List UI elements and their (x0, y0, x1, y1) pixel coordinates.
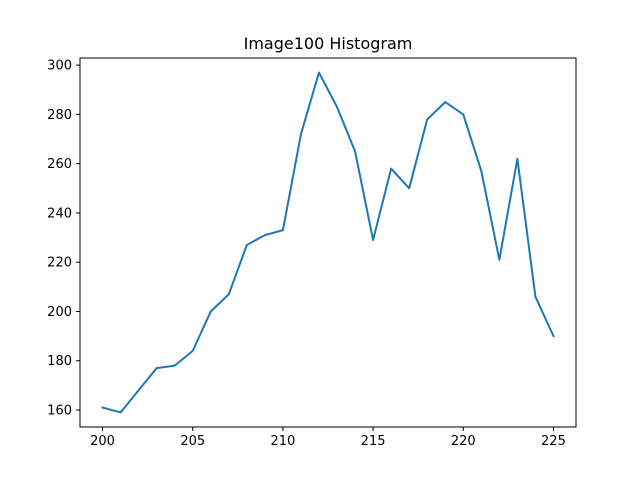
y-tick-label: 180 (47, 354, 72, 369)
plot-frame (79, 57, 577, 428)
chart-title: Image100 Histogram (244, 34, 413, 53)
x-tick-label: 215 (361, 434, 386, 449)
y-tick-label: 200 (47, 305, 72, 320)
y-tick-label: 240 (47, 206, 72, 221)
x-tick-label: 220 (451, 434, 476, 449)
x-tick-label: 205 (180, 434, 205, 449)
series-line (101, 71, 555, 414)
y-tick-label: 260 (47, 157, 72, 172)
y-axis-ticks: 160 180 200 220 240 260 280 300 (47, 59, 80, 419)
y-tick-label: 280 (47, 108, 72, 123)
y-tick-label: 220 (47, 256, 72, 271)
x-tick-label: 200 (90, 434, 115, 449)
y-tick-label: 160 (47, 404, 72, 419)
y-tick-label: 300 (47, 59, 72, 74)
x-tick-label: 210 (270, 434, 295, 449)
x-axis-ticks: 200 205 210 215 220 225 (90, 427, 566, 449)
x-tick-label: 225 (541, 434, 566, 449)
plot-series (101, 71, 555, 414)
